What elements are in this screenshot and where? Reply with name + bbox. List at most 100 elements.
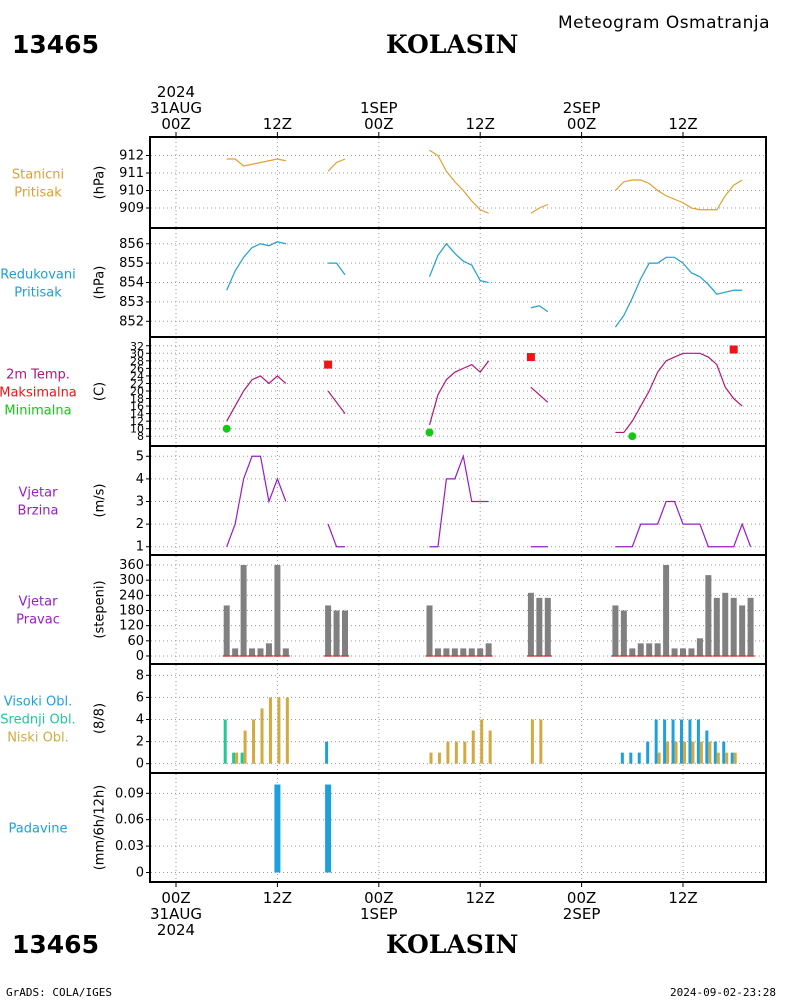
series-label: Pritisak <box>14 286 62 301</box>
bottom-time-label: 2SEP <box>563 905 601 923</box>
y-tick-label: 240 <box>119 588 144 603</box>
data-bar <box>663 719 667 764</box>
data-bar <box>688 648 695 656</box>
panel-frame <box>149 136 767 229</box>
panel-wind <box>146 445 767 556</box>
data-bar <box>733 752 737 764</box>
data-bar <box>257 648 264 656</box>
data-bar <box>620 752 624 764</box>
data-bar <box>477 648 484 656</box>
data-bar <box>629 752 633 764</box>
y-tick-label: 18 <box>130 393 144 406</box>
y-tick-label: 1 <box>136 540 144 555</box>
data-bar <box>696 719 700 764</box>
data-bar <box>429 752 433 764</box>
max-temp-marker <box>324 360 333 369</box>
data-bar <box>722 592 729 656</box>
max-temp-marker <box>526 353 535 362</box>
data-bar <box>243 730 247 764</box>
series-line <box>328 262 346 276</box>
data-bar <box>654 719 658 764</box>
panel-pressure <box>146 136 767 229</box>
bottom-time-label: 12Z <box>668 889 697 907</box>
data-bar <box>654 643 661 656</box>
panel-frame <box>149 772 767 883</box>
data-bar <box>680 719 683 764</box>
y-tick-label: 5 <box>136 449 144 464</box>
panel-reduced <box>146 227 767 338</box>
series-label: Maksimalna <box>0 386 77 401</box>
top-time-label: 00Z <box>161 115 190 133</box>
data-bar <box>663 565 670 656</box>
data-bar <box>691 741 695 764</box>
panel-frame <box>149 445 767 556</box>
data-bar <box>657 752 661 764</box>
series-label: Pravac <box>16 613 60 628</box>
data-bar <box>437 752 441 764</box>
bottom-time-label: 31AUG <box>150 905 202 923</box>
y-tick-label: 32 <box>130 340 144 353</box>
data-bar <box>446 741 450 764</box>
data-bar <box>443 648 450 656</box>
data-bar <box>240 752 244 764</box>
data-bar <box>240 565 247 656</box>
top-time-label: 12Z <box>263 115 292 133</box>
data-bar <box>713 741 717 764</box>
series-line <box>327 390 346 414</box>
min-temp-marker <box>222 424 231 433</box>
y-tick-label: 12 <box>130 415 144 428</box>
data-bar <box>739 605 746 656</box>
series-line <box>226 455 287 547</box>
data-bar <box>725 752 729 764</box>
data-bar <box>637 752 641 764</box>
series-label: Vjetar <box>19 486 59 501</box>
min-temp-marker <box>425 428 434 437</box>
data-bar <box>232 752 236 764</box>
data-bar <box>249 648 256 656</box>
series-line <box>614 256 743 328</box>
y-tick-label: 26 <box>130 362 144 375</box>
data-bar <box>671 648 678 656</box>
top-time-label: 12Z <box>466 115 495 133</box>
data-bar <box>451 648 458 656</box>
y-tick-label: 0.03 <box>115 839 144 854</box>
bottom-time-label: 12Z <box>466 889 495 907</box>
y-tick-label: 854 <box>119 276 144 291</box>
y-tick-label: 3 <box>136 495 144 510</box>
panel-temp <box>146 336 767 447</box>
bottom-time-label: 00Z <box>364 889 393 907</box>
data-bar <box>683 741 686 764</box>
series-line <box>615 352 743 434</box>
data-bar <box>333 610 340 656</box>
y-tick-label: 14 <box>130 408 144 421</box>
y-tick-label: 30 <box>130 347 144 360</box>
y-tick-label: 855 <box>119 256 144 271</box>
series-line <box>327 158 346 172</box>
min-temp-marker <box>628 432 637 441</box>
data-bar <box>646 741 650 764</box>
panel-frame <box>149 227 767 338</box>
data-bar <box>282 648 289 656</box>
meteogram-subtitle: Meteogram Osmatranja <box>558 13 771 33</box>
y-tick-label: 0.09 <box>115 786 144 801</box>
panel-frame <box>149 336 767 447</box>
data-bar <box>285 697 289 764</box>
series-label: Niski Obl. <box>7 731 69 746</box>
y-tick-label: 4 <box>136 472 144 487</box>
data-bar <box>688 719 692 764</box>
y-axis-label: (hPa) <box>93 266 108 300</box>
data-bar <box>544 597 551 656</box>
data-bar <box>696 638 703 656</box>
data-bar <box>223 719 227 764</box>
data-bar <box>342 610 348 656</box>
y-tick-label: 2 <box>136 735 144 750</box>
y-tick-label: 910 <box>119 184 144 199</box>
data-bar <box>527 592 534 656</box>
data-bar <box>705 730 709 764</box>
y-tick-label: 0 <box>136 757 144 772</box>
data-bar <box>629 648 636 656</box>
data-bar <box>223 605 230 656</box>
data-bar <box>426 605 433 656</box>
y-tick-label: 0 <box>136 865 144 880</box>
data-bar <box>646 643 653 656</box>
